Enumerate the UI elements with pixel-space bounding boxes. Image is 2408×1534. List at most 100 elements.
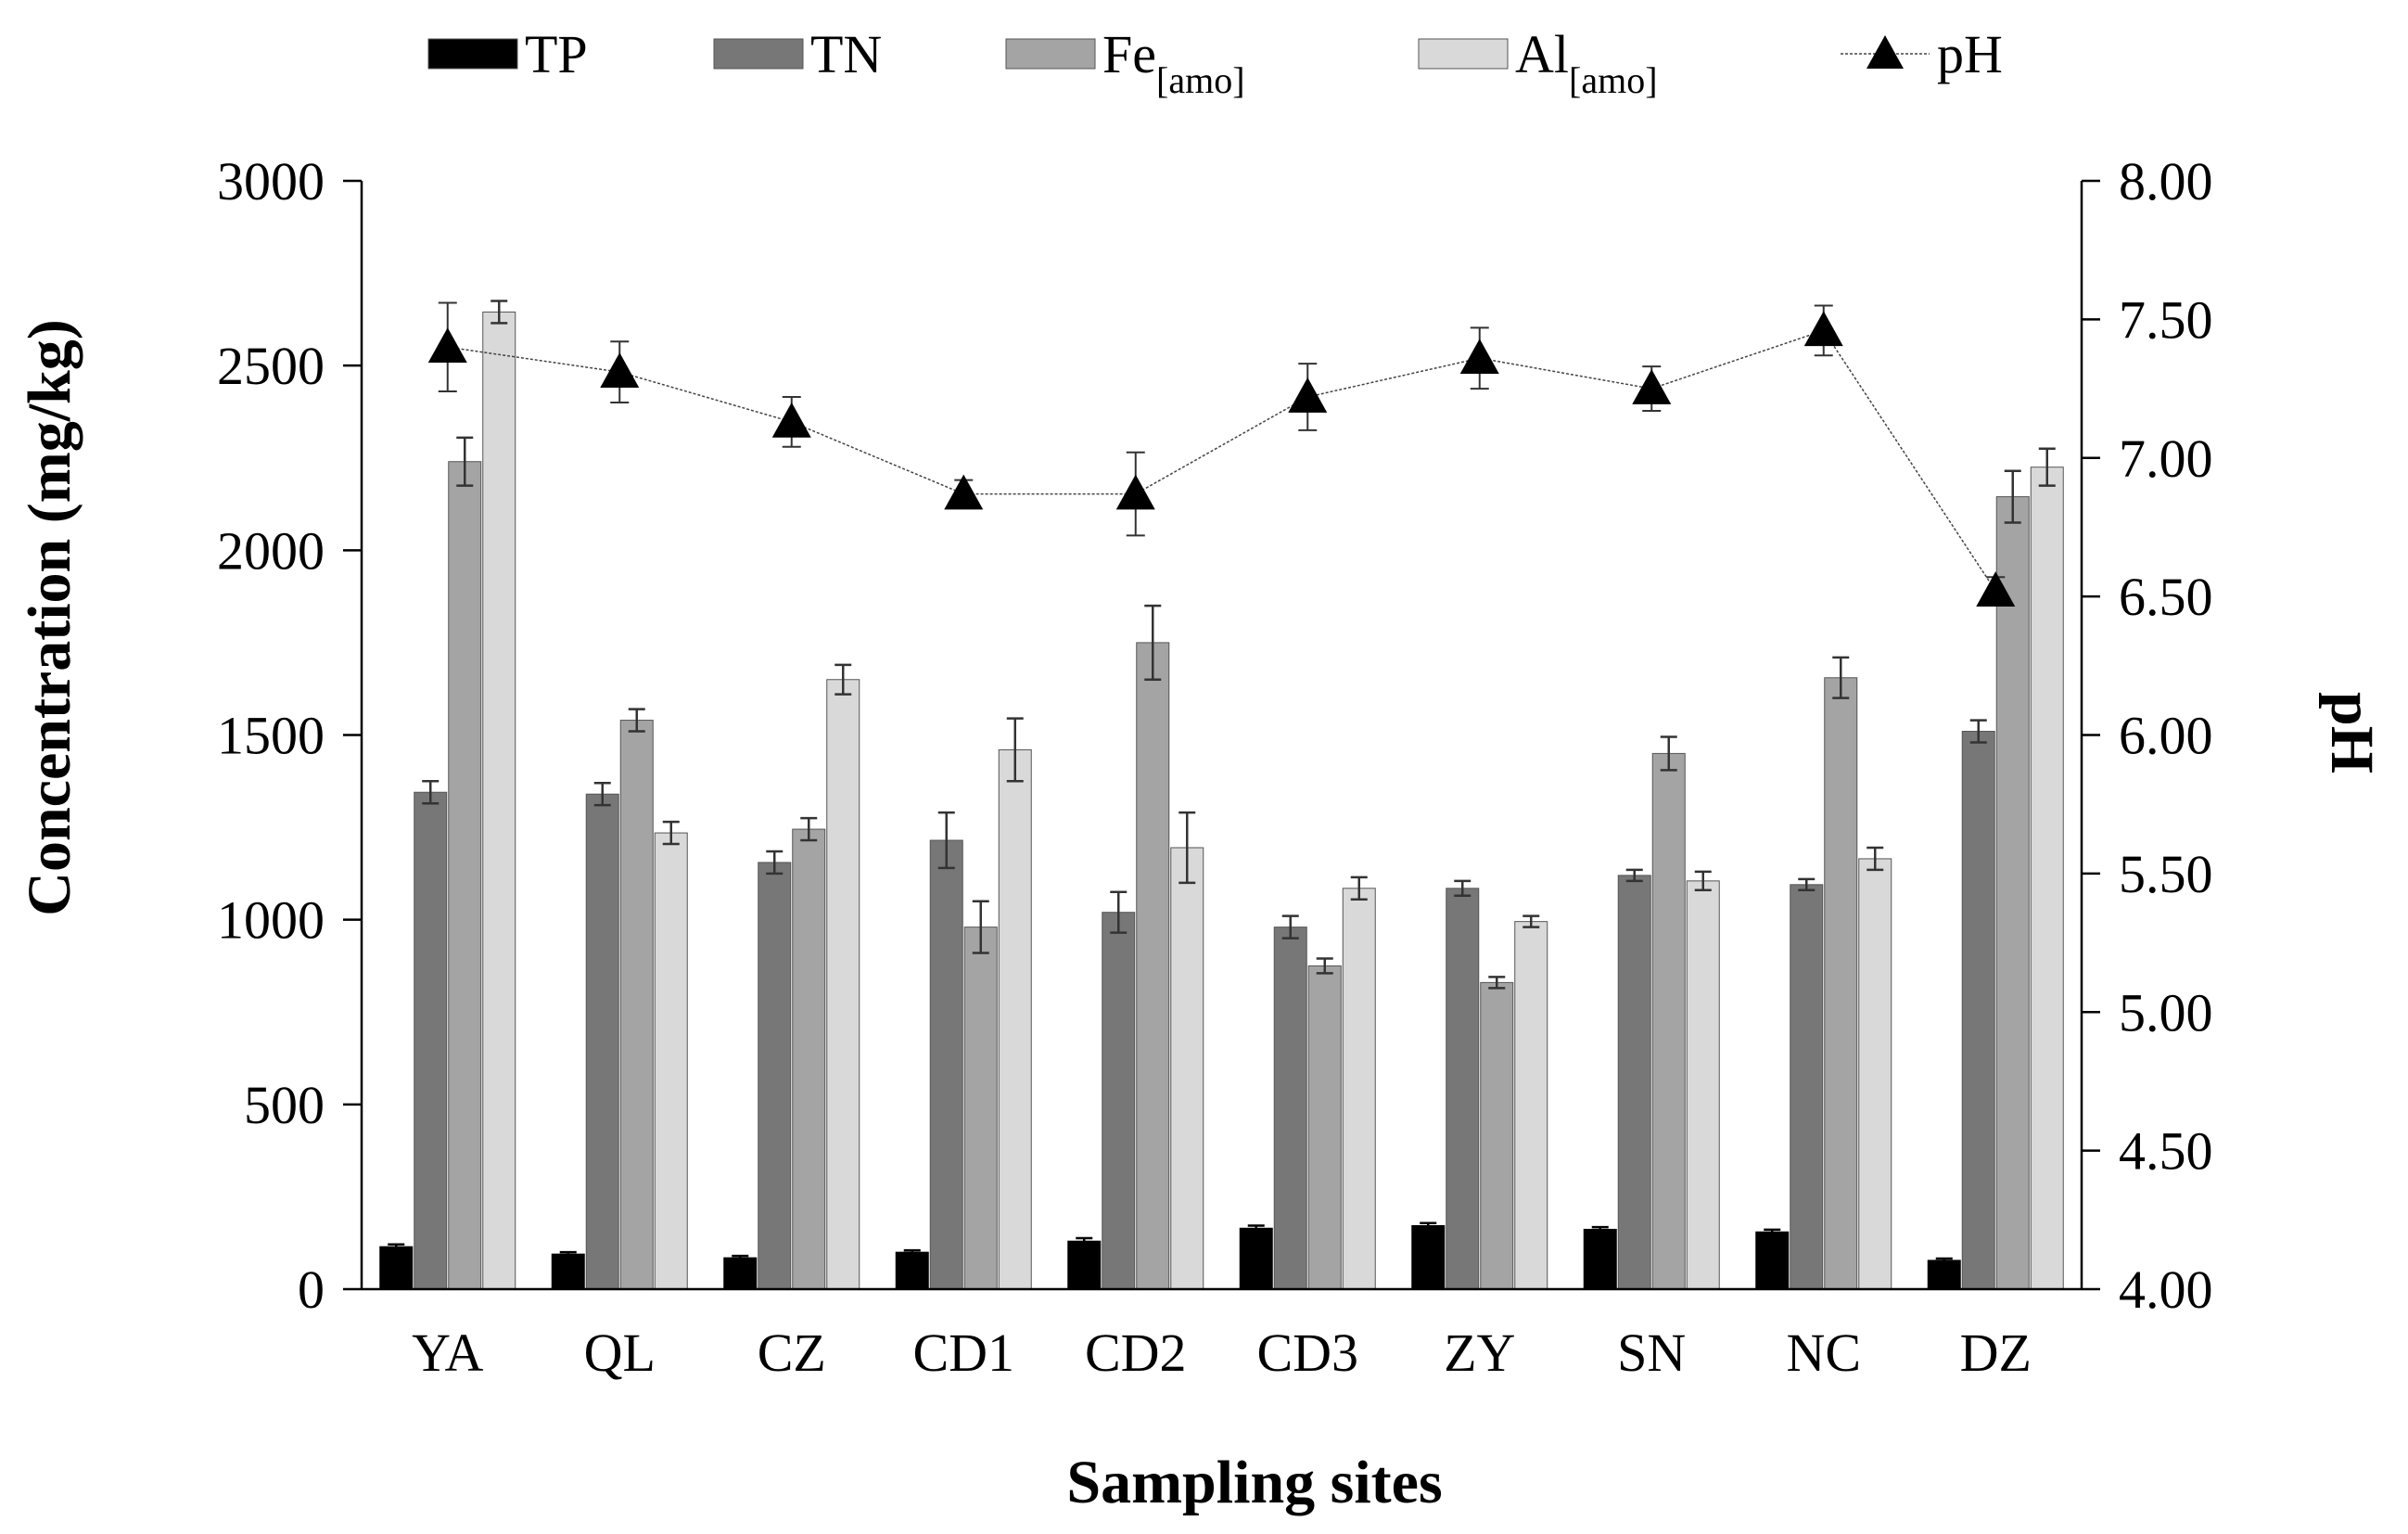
bar-tn-cd2 bbox=[1102, 912, 1136, 1290]
legend-item-tn: TN bbox=[713, 24, 882, 84]
bar-fe-dz bbox=[1995, 496, 2030, 1290]
bar-al-zy bbox=[1514, 921, 1548, 1290]
error-bar-tn-sn bbox=[1625, 868, 1643, 883]
bar-fe-cd3 bbox=[1307, 965, 1342, 1290]
bar-al-ya bbox=[482, 311, 516, 1290]
bar-tp-cd3 bbox=[1239, 1227, 1273, 1290]
y2-tick-label: 8.00 bbox=[2119, 151, 2213, 211]
error-bar-fe-ya bbox=[456, 436, 474, 487]
error-bar-fe-sn bbox=[1660, 735, 1677, 772]
y-tick-label: 1500 bbox=[217, 706, 325, 766]
bar-tn-ql bbox=[585, 793, 619, 1290]
bar-tp-cz bbox=[723, 1257, 758, 1290]
error-bar-al-ya bbox=[491, 300, 508, 325]
y2-tick-label: 7.50 bbox=[2119, 289, 2213, 350]
legend-swatch-al bbox=[1418, 38, 1509, 70]
legend-item-ph: pH bbox=[1841, 24, 2003, 84]
error-bar-al-cz bbox=[835, 663, 852, 696]
ph-point-cd1 bbox=[944, 474, 984, 510]
y-tick-label: 3000 bbox=[217, 151, 325, 211]
y-tick-label: 0 bbox=[298, 1259, 325, 1320]
ph-point-dz bbox=[1976, 571, 2016, 607]
legend-swatch-fe bbox=[1005, 38, 1096, 70]
error-bar-tp-cd3 bbox=[1247, 1224, 1265, 1233]
error-bar-fe-cd1 bbox=[972, 900, 989, 954]
error-bar-fe-cd3 bbox=[1316, 957, 1333, 975]
y2-tick-label: 5.00 bbox=[2119, 982, 2213, 1042]
axes-group: 0 500 1000 1500 2000 2500 3000 4.00 4.50 5.00 5.50… bbox=[217, 151, 2213, 1383]
bar-fe-ya bbox=[448, 461, 482, 1290]
bar-tn-ya bbox=[414, 791, 448, 1290]
bar-tn-cd1 bbox=[929, 839, 963, 1290]
bar-tp-dz bbox=[1927, 1259, 1961, 1290]
error-bar-al-cd3 bbox=[1350, 876, 1368, 901]
bar-fe-sn bbox=[1651, 752, 1686, 1290]
error-bar-fe-nc bbox=[1832, 656, 1850, 699]
bar-al-cd2 bbox=[1170, 847, 1204, 1290]
y2-tick-label: 6.00 bbox=[2119, 706, 2213, 766]
ph-point-cd2 bbox=[1115, 474, 1155, 510]
bar-fe-cd1 bbox=[963, 927, 998, 1290]
y2-tick-label: 4.50 bbox=[2119, 1121, 2213, 1182]
bar-tp-zy bbox=[1411, 1224, 1446, 1290]
bar-fe-cz bbox=[792, 828, 826, 1290]
x-tick-label-zy: ZY bbox=[1444, 1323, 1515, 1383]
bar-tp-cd1 bbox=[895, 1251, 929, 1290]
ph-point-sn bbox=[1632, 369, 1672, 404]
bar-tn-dz bbox=[1961, 731, 1995, 1290]
y2-tick-label: 4.00 bbox=[2119, 1259, 2213, 1320]
y2-tick-label: 6.50 bbox=[2119, 567, 2213, 627]
bar-tn-cd3 bbox=[1273, 927, 1307, 1290]
x-axis-title: Sampling sites bbox=[1066, 1449, 1442, 1516]
error-bar-tp-sn bbox=[1591, 1225, 1609, 1234]
bar-group bbox=[379, 311, 2064, 1290]
legend-item-tp: TP bbox=[427, 24, 588, 84]
legend-swatch-triangle bbox=[1867, 35, 1904, 69]
ph-point-zy bbox=[1459, 339, 1499, 374]
bar-al-cd1 bbox=[998, 748, 1032, 1290]
error-bar-fe-zy bbox=[1488, 976, 1506, 990]
ph-point-cz bbox=[771, 402, 811, 438]
error-bar-tn-dz bbox=[1969, 719, 1987, 744]
legend-swatch-tp bbox=[427, 38, 518, 70]
error-bar-tn-nc bbox=[1798, 877, 1816, 892]
error-bar-al-zy bbox=[1523, 914, 1540, 928]
error-bar-al-ql bbox=[662, 820, 680, 846]
ph-point-nc bbox=[1803, 311, 1843, 347]
error-bar-al-dz bbox=[2038, 447, 2056, 487]
x-tick-label-nc: NC bbox=[1786, 1323, 1861, 1383]
y-tick-label: 2500 bbox=[217, 336, 325, 396]
error-bar-tn-cd1 bbox=[937, 811, 955, 870]
y-tick-label: 1000 bbox=[217, 890, 325, 951]
bar-al-cz bbox=[826, 679, 860, 1290]
error-bar-al-cd2 bbox=[1179, 811, 1196, 885]
ph-line bbox=[447, 329, 1996, 592]
error-bar-tp-ql bbox=[559, 1250, 577, 1258]
legend-label-tn: TN bbox=[810, 24, 882, 84]
error-bar-fe-dz bbox=[2004, 469, 2021, 524]
bar-tp-ql bbox=[551, 1253, 585, 1290]
ph-point-cd3 bbox=[1288, 377, 1328, 413]
error-bar-tp-dz bbox=[1935, 1257, 1953, 1264]
error-bar-group bbox=[388, 300, 2056, 1264]
bar-tn-sn bbox=[1617, 875, 1651, 1290]
error-bar-tn-cd2 bbox=[1110, 890, 1128, 934]
x-tick-label-cd2: CD2 bbox=[1085, 1323, 1187, 1383]
y2-tick-label: 5.50 bbox=[2119, 844, 2213, 904]
error-bar-fe-ql bbox=[628, 708, 645, 733]
bar-tp-nc bbox=[1755, 1231, 1790, 1290]
bar-fe-nc bbox=[1824, 677, 1858, 1290]
y-tick-label: 2000 bbox=[217, 520, 325, 581]
ph-line-group bbox=[427, 301, 2016, 607]
error-bar-tn-zy bbox=[1454, 879, 1472, 898]
x-tick-label-ya: YA bbox=[412, 1323, 483, 1383]
error-bar-al-sn bbox=[1694, 870, 1712, 892]
error-bar-tp-cz bbox=[732, 1254, 749, 1261]
bar-fe-cd2 bbox=[1136, 642, 1170, 1290]
error-bar-fe-cz bbox=[800, 816, 818, 842]
bar-tn-nc bbox=[1790, 884, 1824, 1290]
bar-al-nc bbox=[1858, 858, 1892, 1290]
bar-tp-cd2 bbox=[1067, 1240, 1102, 1290]
bar-tp-ya bbox=[379, 1246, 414, 1290]
